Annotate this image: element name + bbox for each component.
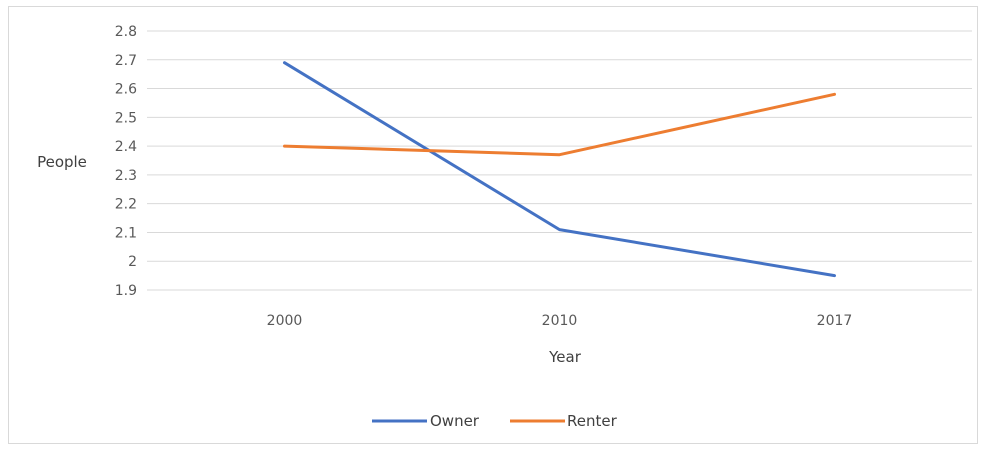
legend: Owner Renter [372, 412, 618, 430]
chart-frame [8, 6, 978, 444]
x-axis-ticks: 2000 2010 2017 [267, 313, 853, 329]
y-tick-label: 2.5 [115, 110, 137, 126]
y-tick-label: 2.4 [115, 139, 137, 155]
gridlines [147, 30, 972, 291]
y-tick-label: 2.7 [115, 53, 137, 69]
series-lines [283, 61, 836, 278]
legend-label-owner: Owner [430, 412, 480, 430]
y-tick-label: 2 [128, 254, 137, 270]
y-tick-label: 2.1 [115, 225, 137, 241]
x-tick-label: 2010 [542, 313, 578, 329]
x-tick-label: 2017 [817, 313, 853, 329]
y-tick-label: 2.2 [115, 197, 137, 213]
x-axis-title: Year [548, 348, 582, 366]
series-line-renter [283, 92, 836, 157]
y-tick-label: 2.3 [115, 168, 137, 184]
x-tick-label: 2000 [267, 313, 303, 329]
y-axis-ticks: 1.9 2 2.1 2.2 2.3 2.4 2.5 2.6 2.7 2.8 [115, 24, 137, 299]
y-tick-label: 2.6 [115, 82, 137, 98]
series-line-owner [283, 61, 836, 278]
y-axis-title: People [37, 153, 87, 171]
y-tick-label: 1.9 [115, 283, 137, 299]
y-tick-label: 2.8 [115, 24, 137, 40]
legend-label-renter: Renter [567, 412, 618, 430]
